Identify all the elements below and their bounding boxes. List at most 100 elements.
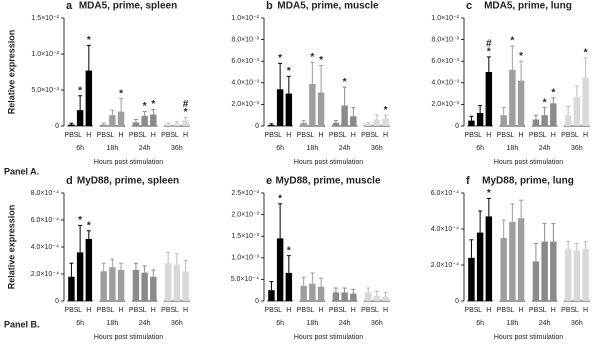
x-axis-label: Hours post stimulation [494, 334, 563, 341]
group-label: 18h [107, 145, 119, 152]
y-tick-label: 2.0×10⁻³ [231, 211, 259, 218]
panel-label: Panel B. [4, 319, 40, 329]
x-tick-label: H [351, 307, 356, 314]
y-tick-label: 1.5×10⁻³ [231, 233, 259, 240]
bar [100, 271, 107, 301]
y-tick-label: 6.0×10⁻³ [431, 58, 459, 65]
bar [517, 218, 525, 301]
panel-label: Panel A. [4, 166, 39, 176]
bar [300, 285, 307, 301]
x-tick-label: L [110, 307, 114, 314]
y-tick-label: 2.0×10⁻⁴ [31, 271, 59, 278]
bar [141, 272, 148, 301]
bar [332, 122, 340, 126]
x-tick-label: H [286, 132, 291, 139]
x-tick-label: L [78, 132, 82, 139]
bar [485, 216, 493, 301]
y-axis-label: Relative expression [6, 30, 16, 115]
bar [132, 269, 140, 301]
bar [500, 238, 507, 301]
x-tick-label: L [175, 132, 179, 139]
x-tick-label: H [286, 307, 291, 314]
x-tick-label: PBS [64, 307, 78, 314]
y-tick-label: 4.0×10⁻³ [431, 80, 459, 87]
x-tick-label: H [151, 307, 156, 314]
x-tick-label: L [543, 307, 547, 314]
bar [109, 115, 116, 126]
group-label: 24h [339, 320, 351, 327]
y-tick-label: 4.0×10⁻⁴ [431, 226, 459, 233]
x-tick-label: H [351, 132, 356, 139]
significance-mark: * [78, 85, 82, 96]
x-axis-label: Hours post stimulation [94, 159, 163, 166]
x-tick-label: H [519, 307, 524, 314]
x-tick-label: H [86, 132, 91, 139]
x-tick-label: H [319, 132, 324, 139]
bar [76, 110, 84, 126]
bar [550, 103, 557, 126]
bar [150, 276, 157, 301]
bar [564, 115, 572, 126]
significance-mark: * [78, 215, 82, 226]
bar [309, 283, 316, 301]
significance-mark: * [487, 188, 491, 199]
bar [573, 96, 581, 126]
significance-mark: * [310, 52, 314, 63]
x-tick-label: PBS [97, 307, 111, 314]
group-label: 36h [371, 145, 383, 152]
bar [532, 119, 540, 126]
group-label: 24h [339, 145, 351, 152]
group-label: 6h [276, 145, 284, 152]
x-tick-label: PBS [161, 307, 175, 314]
x-tick-label: PBS [129, 132, 143, 139]
significance-mark: * [143, 101, 147, 112]
bar [573, 250, 581, 301]
bar [373, 119, 381, 126]
significance-mark: * [519, 51, 523, 62]
bar [373, 295, 381, 301]
group-label: 6h [76, 145, 84, 152]
x-tick-label: H [151, 132, 156, 139]
bar [285, 272, 293, 301]
bar [132, 122, 140, 126]
x-tick-label: L [143, 132, 147, 139]
x-tick-label: PBS [329, 307, 343, 314]
x-tick-label: H [119, 307, 124, 314]
group-label: 36h [571, 145, 583, 152]
bar [582, 77, 589, 126]
group-label: 24h [539, 320, 551, 327]
bar [317, 286, 325, 301]
x-axis-label: Hours post stimulation [494, 159, 563, 166]
chart-title: MDA5, prime, muscle [277, 1, 379, 12]
y-tick-label: 8.0×10⁻³ [431, 36, 459, 43]
y-tick-label: 1.0×10⁻³ [231, 255, 259, 262]
bar [164, 124, 172, 126]
significance-mark: * [87, 35, 91, 46]
bar [468, 120, 475, 126]
bar [100, 124, 107, 126]
bar [509, 221, 516, 301]
x-tick-label: L [375, 307, 379, 314]
bar [350, 116, 357, 126]
bar [268, 124, 275, 126]
significance-mark: # [486, 39, 492, 50]
bar [476, 232, 484, 301]
bar [532, 261, 540, 301]
group-label: 18h [107, 320, 119, 327]
x-tick-label: PBS [297, 132, 311, 139]
significance-mark: * [543, 97, 547, 108]
bar [476, 113, 484, 126]
bar [517, 80, 525, 126]
significance-mark: * [287, 66, 291, 77]
bar [300, 122, 307, 126]
significance-mark: * [87, 220, 91, 231]
x-tick-label: PBS [464, 132, 478, 139]
x-tick-label: L [478, 307, 482, 314]
y-tick-label: 5.0×10⁻³ [31, 87, 59, 94]
x-tick-label: PBS [529, 132, 543, 139]
group-label: 6h [476, 145, 484, 152]
x-tick-label: PBS [64, 132, 78, 139]
x-tick-label: PBS [97, 132, 111, 139]
bar [364, 123, 372, 126]
